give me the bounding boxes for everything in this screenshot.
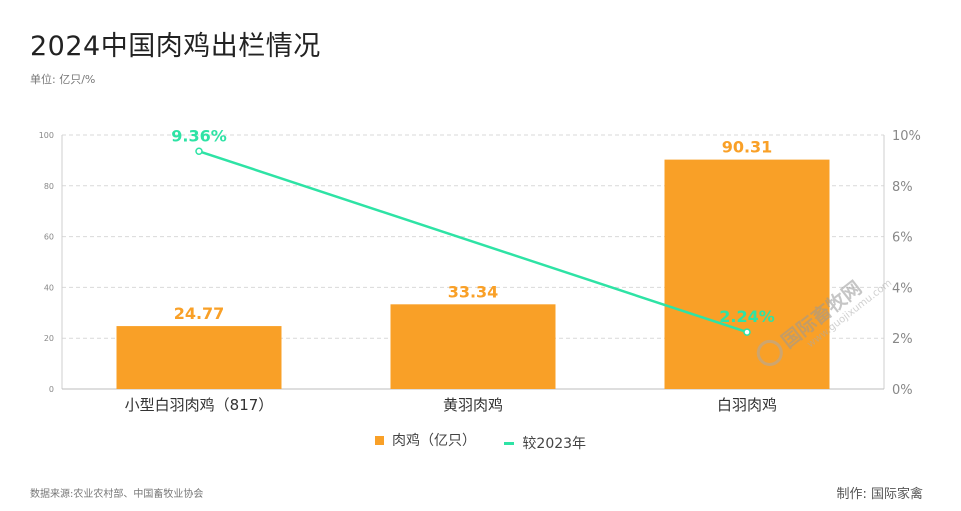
y-right-tick-label: 4%: [892, 281, 913, 296]
y-right-tick-label: 8%: [892, 180, 913, 195]
y-right-tick-label: 0%: [892, 383, 913, 398]
legend-item-line[interactable]: 较2023年: [504, 433, 586, 453]
y-right-tick-label: 2%: [892, 332, 913, 347]
bar: [390, 304, 556, 389]
bar-value-label: 90.31: [722, 138, 773, 157]
bar-value-label: 24.77: [174, 304, 225, 323]
legend-swatch-line: [504, 441, 515, 445]
legend-label-line: 较2023年: [522, 436, 587, 452]
series-line: [198, 150, 748, 334]
line-value-label: 2.24%: [719, 307, 775, 326]
y-left-tick-label: 40: [44, 283, 54, 292]
bar-value-label: 33.34: [448, 282, 499, 301]
y-left-tick-label: 20: [44, 334, 54, 343]
legend-item-bar[interactable]: 肉鸡（亿只）: [374, 430, 476, 450]
maker-credit: 制作: 国际家禽: [836, 487, 923, 502]
y-left-tick-label: 100: [39, 131, 54, 140]
legend: 肉鸡（亿只） 较2023年: [0, 430, 961, 453]
unit-label: 单位: 亿只/%: [30, 73, 96, 86]
bar: [116, 326, 282, 389]
x-tick-label: 白羽肉鸡: [717, 396, 777, 414]
bar: [664, 159, 830, 389]
source-note: 数据来源:农业农村部、中国畜牧业协会: [30, 489, 204, 500]
y-right-tick-label: 6%: [892, 231, 913, 246]
x-tick-label: 小型白羽肉鸡（817）: [125, 396, 274, 414]
y-right-tick-label: 10%: [892, 129, 921, 144]
x-tick-label: 黄羽肉鸡: [443, 396, 503, 414]
y-left-tick-label: 0: [49, 385, 54, 394]
legend-swatch-bar: [374, 435, 384, 445]
line-point: [195, 147, 203, 156]
y-left-tick-label: 60: [44, 233, 54, 242]
y-left-tick-label: 80: [44, 182, 54, 191]
line-value-label: 9.36%: [171, 126, 227, 145]
chart-title: 2024中国肉鸡出栏情况: [30, 31, 321, 62]
line-point: [743, 328, 751, 336]
legend-label-bar: 肉鸡（亿只）: [391, 433, 476, 449]
